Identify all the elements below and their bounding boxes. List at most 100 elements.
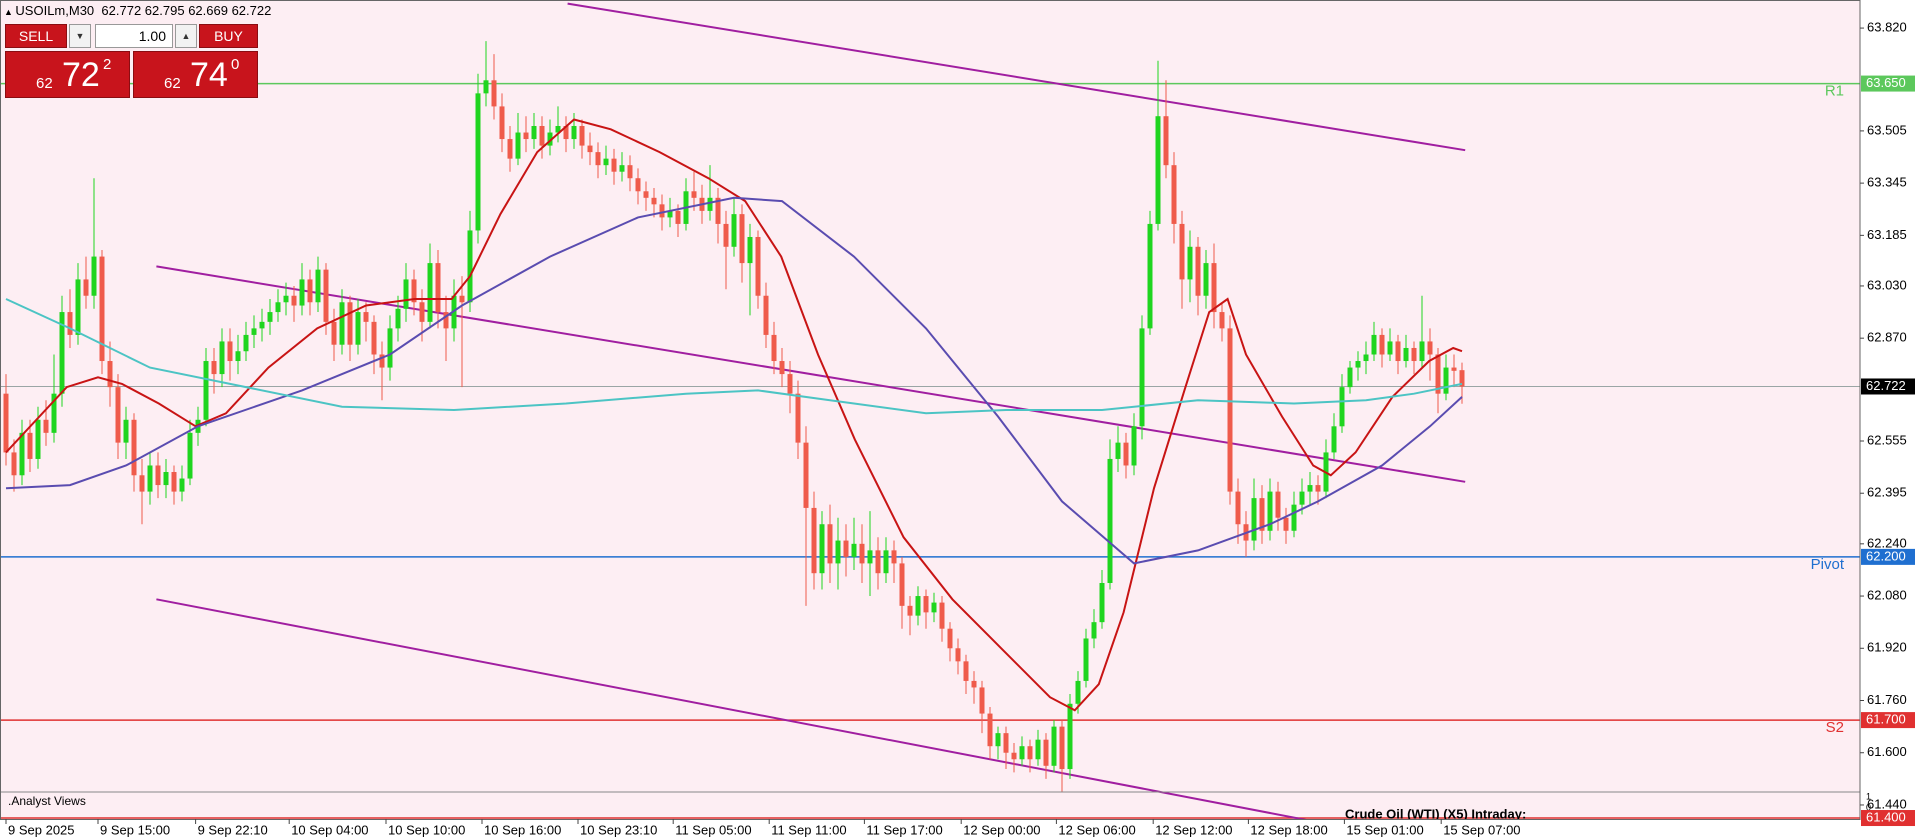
candle-body [483, 80, 489, 94]
price-tag [1861, 712, 1915, 729]
candle-body [579, 126, 585, 146]
candle-body [1347, 367, 1353, 388]
candle-body [915, 596, 921, 616]
y-tick-label: 63.030 [1867, 277, 1907, 292]
plot-background [0, 0, 1860, 819]
candle-body [531, 126, 537, 140]
candle-body [235, 351, 241, 362]
candle-body [979, 687, 985, 714]
candle-body [43, 419, 49, 433]
candle-body [643, 191, 649, 198]
candle-body [931, 602, 937, 613]
candle-body [75, 279, 81, 335]
candle-body [667, 210, 673, 218]
candle-body [1403, 347, 1409, 362]
candle-body [1427, 341, 1433, 355]
volume-up[interactable]: ▲ [175, 24, 197, 48]
candle-body [1419, 341, 1425, 362]
volume-down[interactable]: ▼ [69, 24, 91, 48]
ask-quote[interactable]: 62 74 0 [133, 51, 258, 98]
x-tick-label: 12 Sep 00:00 [963, 822, 1040, 837]
candle-body [1179, 223, 1185, 280]
candle-body [939, 602, 945, 629]
candle-body [1411, 347, 1417, 362]
bid-quote[interactable]: 62 72 2 [5, 51, 130, 98]
candle-body [1163, 116, 1169, 166]
candle-body [803, 442, 809, 508]
header-low: 62.669 [188, 3, 228, 18]
y-tick-label: 62.870 [1867, 330, 1907, 345]
candle-body [755, 236, 761, 296]
candle-body [1267, 491, 1273, 531]
candle-body [547, 132, 553, 146]
candle-body [603, 158, 609, 166]
trend-line [567, 2, 1466, 152]
candle-body [1251, 498, 1257, 541]
candle-body [139, 475, 145, 492]
symbol: USOILm,M30 [15, 3, 95, 18]
trade-panel: SELL ▼ 1.00 ▲ BUY 62 72 2 62 74 0 [5, 24, 258, 98]
candle-body [1027, 746, 1033, 760]
candle-body [171, 472, 177, 492]
candle-body [91, 256, 97, 296]
candle-body [115, 387, 121, 443]
candle-body [739, 214, 745, 264]
candle-body [147, 465, 153, 492]
sell-button[interactable]: SELL [5, 24, 67, 48]
candle-body [515, 132, 521, 159]
y-tick-label: 63.345 [1867, 175, 1907, 190]
candle-body [1387, 341, 1393, 355]
y-tick-label: 61.760 [1867, 692, 1907, 707]
candle-body [1235, 491, 1241, 525]
candle-body [1067, 703, 1073, 770]
price-tag [1861, 75, 1915, 92]
candle-body [1395, 341, 1401, 362]
buy-button[interactable]: BUY [199, 24, 258, 48]
candle-body [779, 361, 785, 375]
y-tick-label: 61.920 [1867, 640, 1907, 655]
candle-body [459, 295, 465, 303]
trend-line [156, 265, 1466, 483]
candle-body [307, 279, 313, 303]
candle-body [27, 432, 33, 459]
candle-body [635, 178, 641, 192]
candle-body [1443, 367, 1449, 394]
volume-input[interactable]: 1.00 [95, 24, 173, 48]
candle-body [1083, 638, 1089, 681]
plot-area: R1 Pivot S2 S3 [0, 2, 1860, 834]
y-tick-label: 62.240 [1867, 535, 1907, 550]
candle-body [1355, 361, 1361, 368]
candle-body [971, 680, 977, 688]
level-name: R1 [1825, 83, 1844, 100]
candle-body [899, 563, 905, 606]
x-tick-label: 11 Sep 17:00 [866, 822, 942, 837]
y-tick-label: 61.600 [1867, 744, 1907, 759]
moving-average [5, 196, 1463, 565]
symbol-header: ▲ USOILm,M30 62.772 62.795 62.669 62.722 [4, 3, 271, 18]
subwindow-tick: 0 [1866, 802, 1871, 812]
candle-body [723, 223, 729, 247]
ask-main: 74 [190, 56, 228, 94]
candle-body [11, 452, 17, 476]
x-tick-label: 12 Sep 06:00 [1058, 822, 1135, 837]
candle-body [59, 312, 65, 394]
x-tick-label: 12 Sep 18:00 [1250, 822, 1327, 837]
candle-body [251, 328, 257, 335]
candle-body [339, 302, 345, 345]
candle-body [371, 321, 377, 355]
header-open: 62.772 [101, 3, 142, 18]
candle-body [131, 419, 137, 476]
candle-body [203, 361, 209, 420]
candle-body [787, 374, 793, 394]
candle-body [187, 432, 193, 479]
candle-body [331, 321, 337, 345]
candle-body [1291, 504, 1297, 531]
candle-body [1075, 680, 1081, 704]
candle-body [827, 524, 833, 564]
level-name: S3 [1826, 817, 1844, 834]
candle-body [1379, 334, 1385, 355]
x-tick-label: 10 Sep 10:00 [388, 822, 465, 837]
x-tick-label: 10 Sep 04:00 [291, 822, 368, 837]
candle-body [883, 550, 889, 574]
candle-body [659, 204, 665, 218]
